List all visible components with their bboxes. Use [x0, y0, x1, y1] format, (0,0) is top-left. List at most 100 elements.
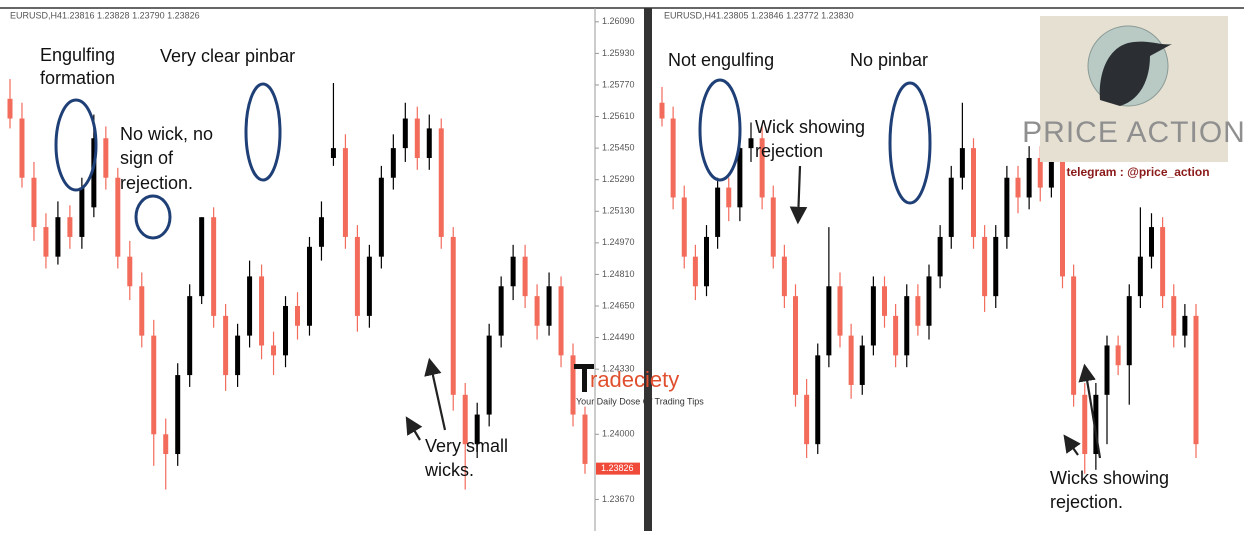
- candle-body: [474, 414, 480, 445]
- candle-body: [1160, 227, 1166, 297]
- highlight-circle: [244, 82, 282, 182]
- candle-body: [558, 286, 564, 356]
- y-tick-label: 1.24970: [602, 237, 635, 247]
- highlight-circle: [888, 81, 932, 205]
- candle-body: [1004, 177, 1010, 237]
- candle-body: [570, 355, 576, 415]
- candle-body: [127, 256, 133, 287]
- annotation: Very small: [425, 436, 508, 456]
- candle-body: [31, 177, 37, 228]
- y-tick-label: 1.24330: [602, 364, 635, 374]
- candle-body: [1026, 157, 1032, 198]
- candle-body: [1193, 315, 1199, 445]
- candle-body: [414, 118, 420, 158]
- candle-body: [1071, 276, 1077, 395]
- annotation: sign of: [120, 148, 174, 168]
- candle-body: [837, 286, 843, 336]
- candle-body: [1048, 148, 1054, 188]
- candle-body: [804, 394, 810, 445]
- candle-body: [971, 148, 976, 237]
- candle-body: [55, 217, 61, 257]
- annotation: No pinbar: [850, 50, 928, 70]
- candle-body: [330, 148, 336, 158]
- candle-body: [115, 177, 121, 257]
- candle-body: [1171, 296, 1177, 336]
- candle-body: [848, 335, 854, 385]
- header-prices: 1.23805 1.23846 1.23772 1.23830: [716, 10, 854, 20]
- candle-body: [163, 434, 169, 455]
- candle-body: [510, 256, 516, 287]
- telegram: telegram : @price_action: [1066, 165, 1209, 179]
- candle-body: [318, 217, 324, 247]
- candle-body: [659, 102, 665, 119]
- logo: PRICE ACTION telegram : @price_action: [1022, 16, 1244, 179]
- arrow: [405, 416, 423, 441]
- candle-body: [982, 236, 988, 297]
- highlight-circle: [54, 98, 98, 192]
- candle-body: [759, 138, 765, 198]
- arrow: [789, 165, 808, 225]
- candle-body: [715, 187, 721, 237]
- y-tick-label: 1.23670: [602, 494, 635, 504]
- candle-body: [826, 286, 832, 356]
- last-price-label: 1.23826: [601, 463, 634, 473]
- annotation: Very clear pinbar: [160, 46, 295, 66]
- header-prices: 1.23816 1.23828 1.23790 1.23826: [62, 10, 200, 20]
- candle-body: [19, 118, 25, 178]
- candle-body: [681, 197, 687, 257]
- candle-body: [187, 296, 193, 376]
- candle-body: [748, 138, 754, 149]
- arrow: [1063, 434, 1081, 456]
- logo-title: PRICE ACTION: [1022, 116, 1244, 149]
- candle-body: [1182, 315, 1188, 336]
- y-tick-label: 1.25450: [602, 142, 635, 152]
- divider: [644, 8, 652, 531]
- candle-body: [91, 138, 97, 208]
- candle-body: [151, 335, 157, 435]
- candle-body: [342, 148, 348, 237]
- candle-body: [390, 148, 396, 178]
- annotation: rejection: [755, 141, 823, 161]
- candle-body: [199, 217, 205, 297]
- candle-body: [211, 217, 217, 316]
- candle-body: [926, 276, 932, 326]
- candle-body: [1115, 345, 1121, 366]
- candle-body: [1137, 256, 1143, 297]
- candle-body: [223, 315, 229, 376]
- candle-body: [295, 306, 300, 326]
- candle-body: [235, 335, 241, 376]
- candle-body: [259, 276, 265, 346]
- candle-body: [522, 256, 528, 297]
- arrow: [1078, 363, 1102, 459]
- y-tick-label: 1.25290: [602, 174, 635, 184]
- marks: 1.26090 1.25930 1.25770 1.25610 1.25450 1.252…: [7, 16, 1199, 504]
- candle-body: [1060, 148, 1065, 277]
- candle-body: [43, 227, 49, 257]
- candle-body: [79, 187, 85, 237]
- candle-body: [7, 98, 13, 119]
- candle-body: [438, 128, 444, 237]
- candle-body: [859, 345, 865, 385]
- annotation: Engulfing: [40, 45, 115, 65]
- annotation: rejection.: [1050, 492, 1123, 512]
- candle-body: [283, 306, 289, 356]
- highlight-circle: [698, 78, 742, 182]
- candle-body: [378, 177, 384, 257]
- candle-body: [247, 276, 253, 336]
- annotation: No wick, no: [120, 124, 213, 144]
- candle-body: [103, 138, 109, 178]
- candle-body: [692, 256, 698, 287]
- candle-body: [450, 236, 456, 395]
- y-tick-label: 1.25930: [602, 48, 635, 58]
- candle-body: [870, 286, 876, 346]
- candle-body: [1015, 177, 1021, 198]
- y-tick-label: 1.25770: [602, 79, 635, 89]
- annotation: Wick showing: [755, 117, 865, 137]
- candle-body: [959, 148, 965, 178]
- candle-body: [937, 236, 943, 277]
- annotation: Not engulfing: [668, 50, 774, 70]
- y-tick-label: 1.24490: [602, 332, 635, 342]
- annotation: wicks.: [424, 460, 474, 480]
- candle-body: [704, 236, 709, 287]
